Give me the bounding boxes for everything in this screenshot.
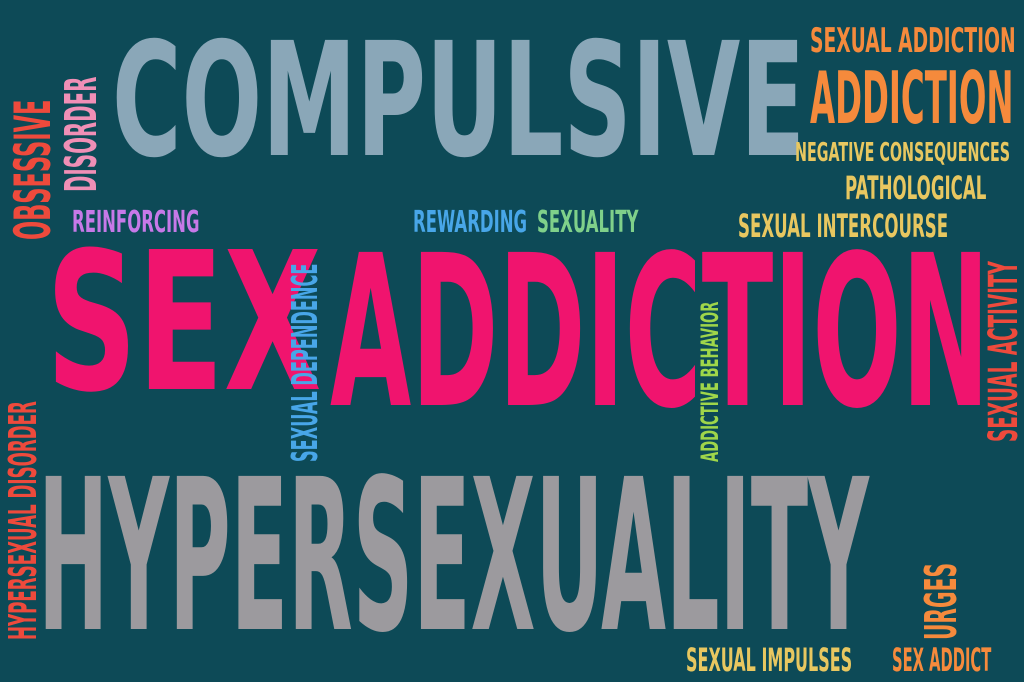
word-hypersexuality: HYPERSEXUALITY <box>38 434 869 679</box>
word-reinforcing: REINFORCING <box>72 205 200 240</box>
word-disorder: DISORDER <box>56 76 107 192</box>
word-compulsive: COMPULSIVE <box>112 9 806 193</box>
word-addiction-small: ADDICTION <box>810 56 1014 140</box>
word-sexual-addiction: SEXUAL ADDICTION <box>810 21 1016 61</box>
word-pathological: PATHOLOGICAL <box>845 169 987 207</box>
word-hypersexual-disorder: HYPERSEXUAL DISORDER <box>1 401 45 640</box>
word-addiction-big: ADDICTION <box>330 210 990 455</box>
word-sexual-activity: SEXUAL ACTIVITY <box>981 261 1024 442</box>
word-sex: SEX <box>46 212 322 435</box>
word-sexual-impulses: SEXUAL IMPULSES <box>686 641 853 679</box>
word-addictive-behavior: ADDICTIVE BEHAVIOR <box>696 301 724 462</box>
word-rewarding: REWARDING <box>413 205 528 240</box>
word-sexuality: SEXUALITY <box>537 205 639 240</box>
word-negative-consequences: NEGATIVE CONSEQUENCES <box>795 138 1011 168</box>
word-obsessive: OBSESSIVE <box>4 99 62 240</box>
word-sexual-dependence: SEXUAL DEPENDENCE <box>285 263 326 462</box>
word-sexual-intercourse: SEXUAL INTERCOURSE <box>738 207 949 245</box>
word-sex-addict: SEX ADDICT <box>892 641 992 679</box>
word-urges: URGES <box>916 562 967 640</box>
